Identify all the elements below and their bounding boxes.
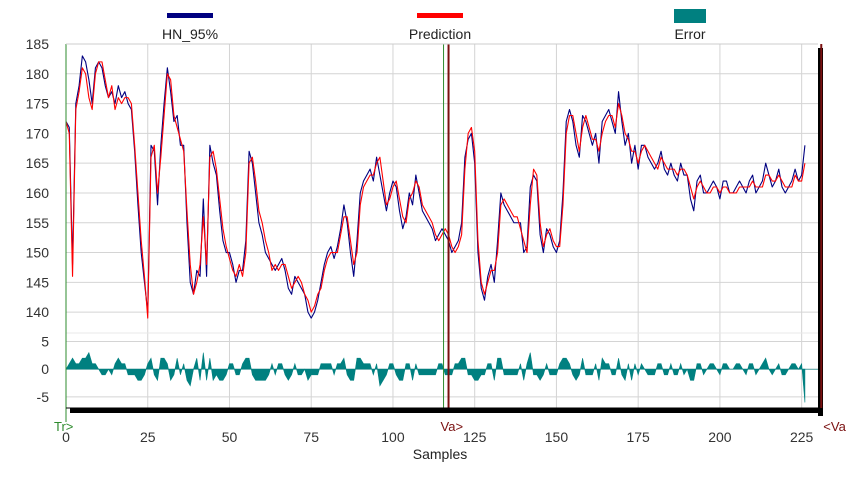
y-tick-label: 5 [41, 334, 49, 350]
legend-label: Error [674, 26, 705, 42]
x-tick-label: 100 [381, 429, 405, 445]
series-line-1 [65, 61, 806, 319]
legend: HN_95% Prediction Error [162, 9, 706, 42]
y-tick-label: 145 [26, 274, 50, 290]
x-tick-labels: 0 25 50 75 100 125 150 175 200 225 [62, 429, 813, 445]
error-series [65, 351, 818, 403]
x-tick-label: 0 [62, 429, 70, 445]
legend-label: Prediction [409, 26, 471, 42]
x-tick-label: 125 [463, 429, 487, 445]
y-tick-label: 155 [26, 215, 50, 231]
y-tick-label: -5 [37, 389, 50, 405]
x-axis-title: Samples [413, 446, 467, 462]
legend-swatch [417, 13, 463, 18]
error-area [65, 351, 806, 403]
y-tick-label: 175 [26, 96, 50, 112]
y-tick-label: 180 [26, 66, 50, 82]
legend-swatch [167, 13, 213, 18]
x-tick-label: 200 [708, 429, 732, 445]
marker-label: <Va [823, 419, 846, 434]
line-series [65, 55, 806, 319]
grid [65, 43, 818, 408]
x-tick-label: 50 [222, 429, 238, 445]
y-tick-label: 185 [26, 36, 50, 52]
frame-shadow-bottom [70, 408, 823, 413]
x-tick-label: 225 [790, 429, 814, 445]
y-tick-label: 160 [26, 185, 50, 201]
series-line-0 [65, 55, 806, 319]
x-tick-label: 75 [303, 429, 319, 445]
x-tick-label: 150 [545, 429, 569, 445]
y-tick-label: 0 [41, 361, 49, 377]
x-tick-label: 175 [626, 429, 650, 445]
axes [65, 43, 818, 422]
y-tick-label: 150 [26, 245, 50, 261]
x-tick-label: 25 [140, 429, 156, 445]
y-tick-label: 170 [26, 125, 50, 141]
y-tick-labels: 185 180 175 170 165 160 155 150 145 140 5 0 -5 [26, 36, 50, 405]
legend-swatch [674, 9, 706, 23]
y-tick-label: 165 [26, 155, 50, 171]
marker-label: Tr> [54, 419, 73, 434]
marker-label: Va> [441, 419, 464, 434]
legend-label: HN_95% [162, 26, 218, 42]
y-tick-label: 140 [26, 304, 50, 320]
